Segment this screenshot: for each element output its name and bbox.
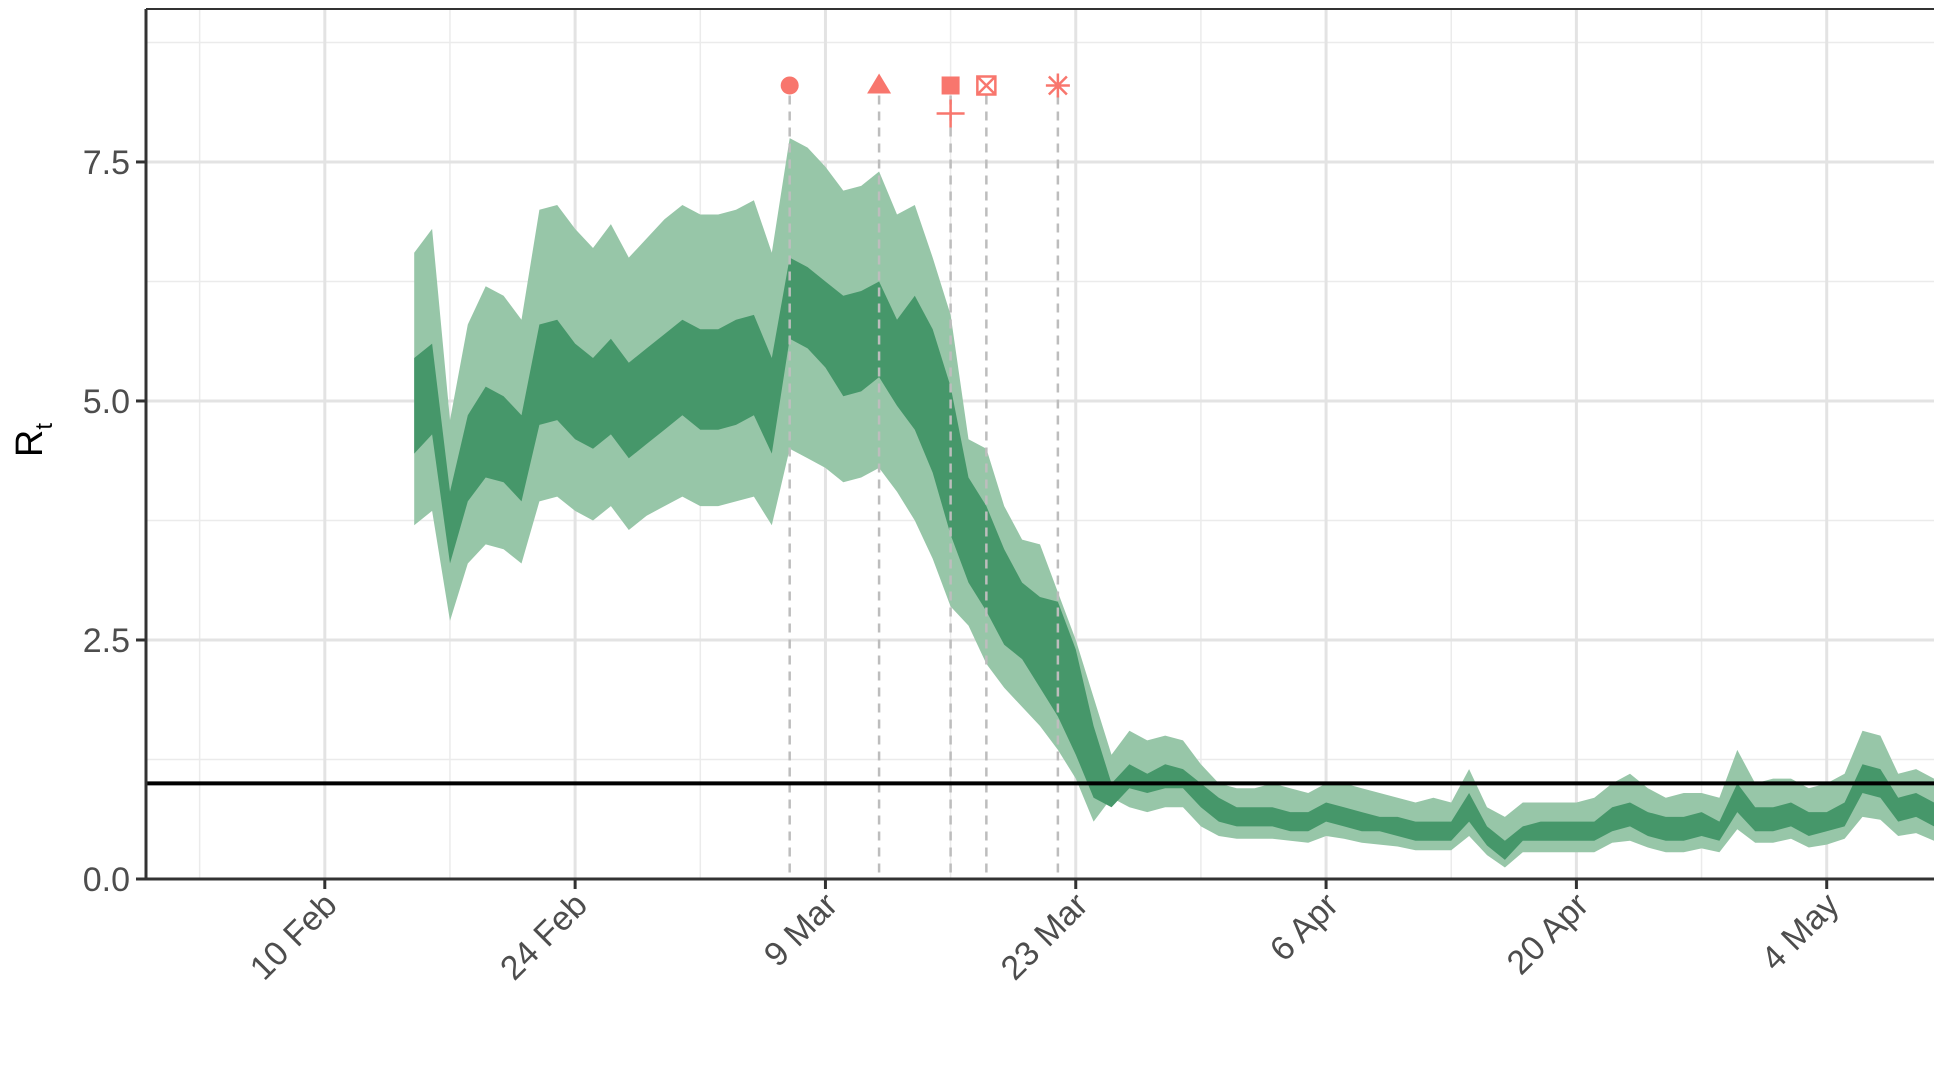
x-tick-label: 9 Mar xyxy=(757,886,845,974)
intervention-marker-square xyxy=(941,76,960,95)
intervention-marker-square-cross xyxy=(976,75,997,96)
intervention-lines xyxy=(788,95,1060,879)
y-axis-title: Rt xyxy=(9,423,58,457)
y-tick-label: 0.0 xyxy=(83,861,130,899)
intervention-marker-triangle xyxy=(867,73,892,94)
intervention-markers xyxy=(780,73,1070,128)
x-tick-label: 4 May xyxy=(1754,886,1846,978)
x-tick-label: 6 Apr xyxy=(1263,886,1346,969)
x-tick-label: 23 Mar xyxy=(994,886,1096,988)
axes xyxy=(136,8,1934,889)
intervention-marker-asterisk xyxy=(1045,73,1070,98)
rt-bands xyxy=(414,138,1934,868)
intervention-marker-plus xyxy=(936,99,965,128)
x-tick-label: 24 Feb xyxy=(493,886,595,988)
y-axis-title-main: R xyxy=(9,430,51,457)
y-tick-label: 5.0 xyxy=(83,383,130,421)
x-tick-label: 10 Feb xyxy=(243,886,345,988)
y-axis-title-subscript: t xyxy=(31,423,58,430)
x-tick-label: 20 Apr xyxy=(1500,886,1596,982)
y-tick-label: 2.5 xyxy=(83,622,130,660)
y-tick-label: 7.5 xyxy=(83,144,130,182)
intervention-marker-circle xyxy=(780,76,799,95)
